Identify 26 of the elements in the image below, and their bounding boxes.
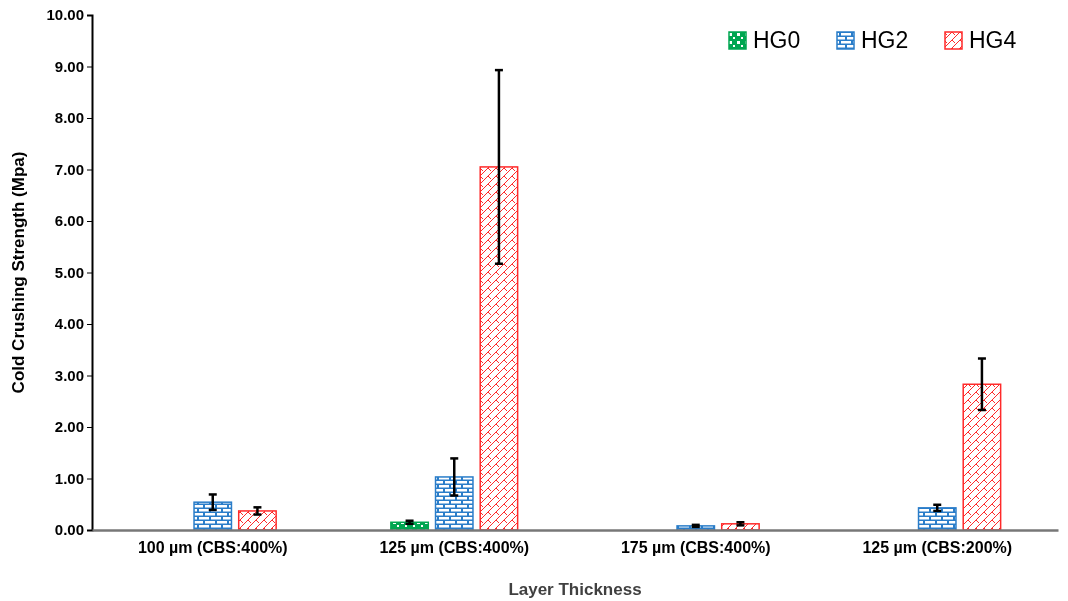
legend-label: HG0 bbox=[753, 27, 801, 53]
x-tick-label: 125 µm (CBS:200%) bbox=[862, 539, 1013, 557]
x-tick-label: 125 µm (CBS:400%) bbox=[379, 539, 530, 557]
bar bbox=[917, 507, 957, 531]
legend-label: HG2 bbox=[861, 27, 909, 53]
legend-label: HG4 bbox=[969, 27, 1017, 53]
y-tick-label: 5.00 bbox=[54, 263, 84, 281]
bar bbox=[479, 166, 519, 531]
bar bbox=[434, 476, 474, 531]
y-tick-label: 6.00 bbox=[54, 212, 84, 230]
x-tick-label: 100 µm (CBS:400%) bbox=[137, 539, 288, 557]
y-tick-label: 8.00 bbox=[54, 109, 84, 127]
bar bbox=[193, 501, 233, 531]
y-tick-label: 3.00 bbox=[54, 366, 84, 384]
y-tick-label: 9.00 bbox=[54, 57, 84, 75]
bar bbox=[237, 510, 277, 531]
y-axis-title: Cold Crushing Strength (Mpa) bbox=[9, 151, 28, 394]
y-tick-label: 0.00 bbox=[54, 521, 84, 539]
x-axis-title: Layer Thickness bbox=[508, 580, 642, 599]
x-tick-label: 175 µm (CBS:400%) bbox=[620, 539, 771, 557]
y-tick-label: 4.00 bbox=[54, 315, 84, 333]
bar bbox=[962, 383, 1002, 531]
y-tick-label: 10.00 bbox=[46, 6, 84, 24]
y-tick-label: 2.00 bbox=[54, 418, 84, 436]
y-tick-label: 7.00 bbox=[54, 160, 84, 178]
y-tick-label: 1.00 bbox=[54, 469, 84, 487]
